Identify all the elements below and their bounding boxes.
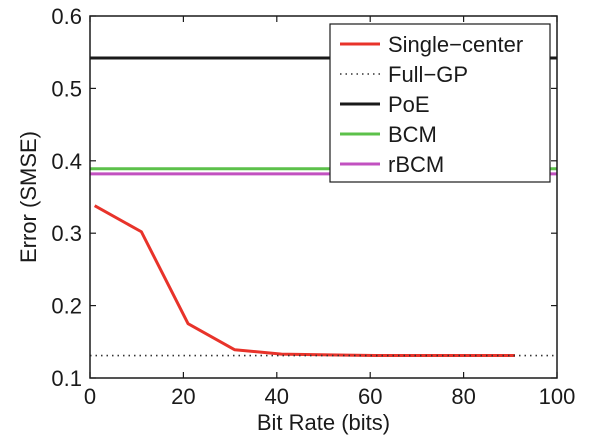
y-tick-label: 0.5 [51, 76, 82, 101]
x-tick-label: 100 [539, 384, 576, 409]
x-tick-label: 80 [451, 384, 475, 409]
legend-label-full-gp: Full−GP [388, 62, 468, 87]
y-axis-title: Error (SMSE) [16, 131, 41, 263]
legend-label-poe: PoE [388, 92, 430, 117]
x-tick-label: 60 [358, 384, 382, 409]
legend-label-bcm: BCM [388, 122, 437, 147]
y-tick-label: 0.2 [51, 294, 82, 319]
legend: Single−center Full−GP PoE BCM rBCM [329, 23, 551, 183]
legend-label-rbcm: rBCM [388, 152, 444, 177]
x-tick-label: 20 [171, 384, 195, 409]
x-tick-label: 40 [265, 384, 289, 409]
ticks-layer: 0 20 40 60 80 100 0.1 0.2 0.3 0.4 0.5 0.6 [51, 4, 575, 409]
x-axis-title: Bit Rate (bits) [257, 410, 390, 435]
y-tick-label: 0.6 [51, 4, 82, 29]
legend-label-single-center: Single−center [388, 32, 523, 57]
series-line-single-center [93, 204, 515, 358]
y-tick-label: 0.1 [51, 366, 82, 391]
plot-frame [89, 15, 558, 379]
y-tick-label: 0.3 [51, 221, 82, 246]
x-tick-label: 0 [84, 384, 96, 409]
y-tick-label: 0.4 [51, 149, 82, 174]
